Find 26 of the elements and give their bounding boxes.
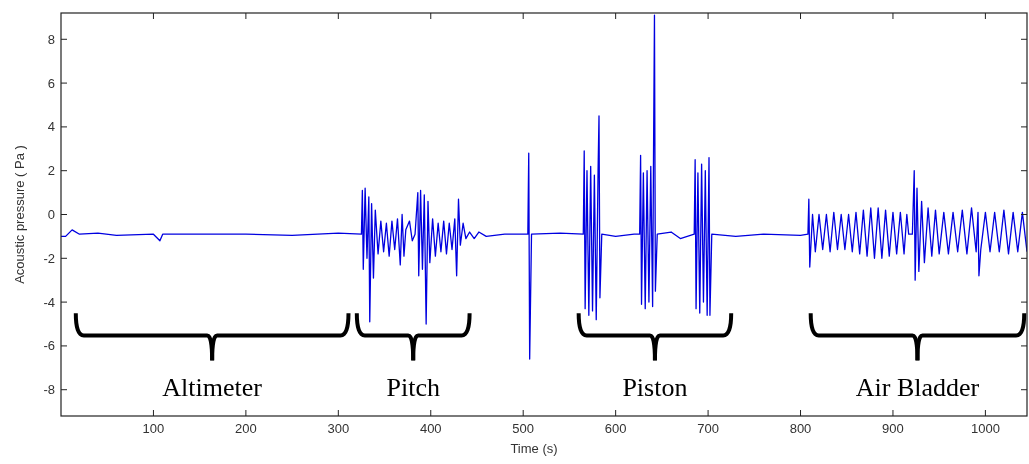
annotation: Air Bladder <box>855 372 980 402</box>
x-tick-label: 1000 <box>970 421 1000 436</box>
annotation: Altimeter <box>162 372 263 402</box>
x-tick-label: 500 <box>512 421 535 436</box>
y-tick-label: -6 <box>43 338 55 354</box>
x-tick-label: 300 <box>327 421 350 436</box>
x-tick-label: 700 <box>697 421 719 436</box>
annotation: Pitch <box>386 372 440 402</box>
x-tick-label: 800 <box>789 421 812 436</box>
x-tick-label: 600 <box>604 421 627 436</box>
y-tick-label: 4 <box>47 119 55 135</box>
y-tick-label: 6 <box>47 75 55 91</box>
y-tick-label: 8 <box>47 31 55 47</box>
y-tick-label: -8 <box>43 382 55 398</box>
annotation: Piston <box>622 372 688 402</box>
x-tick-label: 100 <box>142 421 165 436</box>
y-axis-title: Acoustic pressure ( Pa ) <box>12 145 27 284</box>
x-axis-title: Time (s) <box>510 441 558 456</box>
y-tick-label: -2 <box>43 250 55 266</box>
x-tick-label: 400 <box>419 421 442 436</box>
line-series <box>61 14 1027 360</box>
y-tick-label: -4 <box>43 294 55 310</box>
y-tick-label: 2 <box>47 163 55 179</box>
x-tick-label: 200 <box>235 421 257 436</box>
x-tick-label: 900 <box>882 421 904 436</box>
y-tick-label: 0 <box>47 207 55 222</box>
